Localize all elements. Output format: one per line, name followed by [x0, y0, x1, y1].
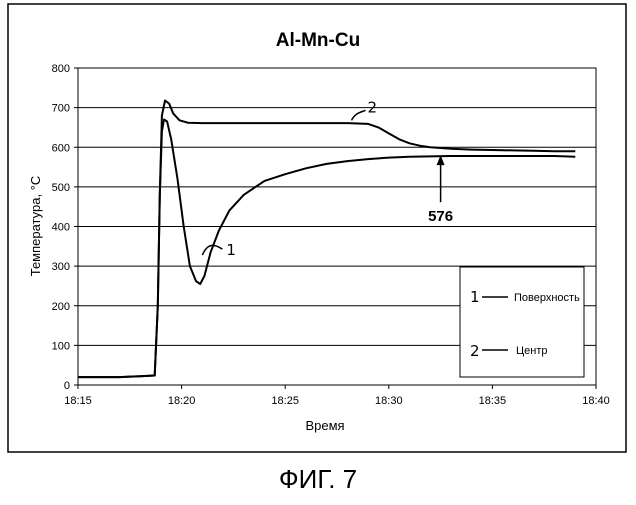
legend-label-center: Центр — [516, 345, 548, 357]
y-tick-label: 300 — [52, 261, 70, 273]
y-tick-label: 0 — [64, 380, 70, 392]
y-tick-label: 800 — [52, 63, 70, 75]
annotation-label-576: 576 — [428, 208, 453, 225]
legend: 1 Поверхность 2 Центр — [460, 267, 584, 377]
legend-box — [460, 267, 584, 377]
x-tick-label: 18:15 — [64, 395, 92, 407]
y-tick-label: 600 — [52, 142, 70, 154]
y-tick-label: 400 — [52, 222, 70, 234]
x-tick-label: 18:40 — [582, 395, 610, 407]
x-axis-title: Время — [305, 418, 344, 433]
curve-marker-2: 2 — [368, 98, 378, 116]
x-tick-label: 18:35 — [479, 395, 507, 407]
figure: Al-Mn-Cu 0 100 200 300 400 500 600 700 800 18:15… — [0, 0, 636, 500]
y-tick-label: 500 — [52, 182, 70, 194]
figure-caption: ФИГ. 7 — [279, 464, 357, 494]
y-axis-title: Температура, °С — [28, 176, 43, 277]
legend-marker-2: 2 — [470, 342, 480, 360]
y-tick-label: 200 — [52, 301, 70, 313]
x-tick-label: 18:20 — [168, 395, 196, 407]
chart-svg: Al-Mn-Cu 0 100 200 300 400 500 600 700 800 18:15… — [0, 0, 636, 500]
legend-marker-1: 1 — [470, 288, 480, 306]
curve-marker-1: 1 — [226, 241, 236, 259]
y-tick-label: 100 — [52, 340, 70, 352]
y-axis-ticks: 0 100 200 300 400 500 600 700 800 — [52, 63, 78, 392]
x-tick-label: 18:30 — [375, 395, 403, 407]
legend-label-surface: Поверхность — [514, 292, 580, 304]
y-tick-label: 700 — [52, 103, 70, 115]
chart-title: Al-Mn-Cu — [276, 30, 360, 51]
x-axis-ticks: 18:15 18:20 18:25 18:30 18:35 18:40 — [64, 385, 610, 407]
x-tick-label: 18:25 — [271, 395, 299, 407]
